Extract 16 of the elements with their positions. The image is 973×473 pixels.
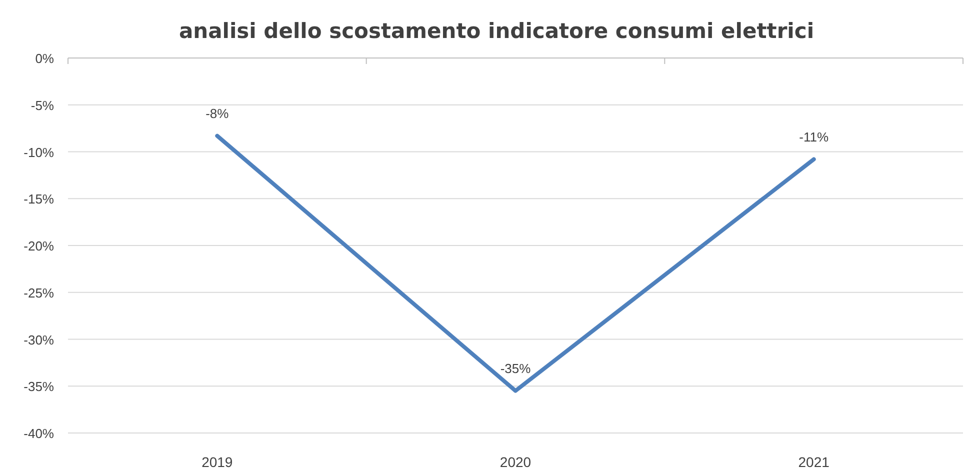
data-label: -35% [500,360,532,376]
y-tick-label: -35% [24,379,54,394]
y-tick-label: -25% [24,285,54,300]
y-tick-label: -5% [30,98,54,113]
data-label: -8% [206,106,230,121]
y-tick-label: -10% [24,144,54,160]
y-tick-label: -30% [24,332,54,348]
x-tick-label: 2021 [798,454,830,470]
x-tick-label: 2019 [202,454,233,470]
data-label: -11% [799,129,829,144]
y-tick-label: -40% [24,426,54,441]
y-tick-label: -15% [24,192,54,207]
chart-title: analisi dello scostamento indicatore consumi elettrici [178,19,814,43]
y-tick-label: -20% [24,238,54,254]
y-tick-label: 0% [35,51,54,66]
x-tick-label: 2020 [500,454,532,470]
